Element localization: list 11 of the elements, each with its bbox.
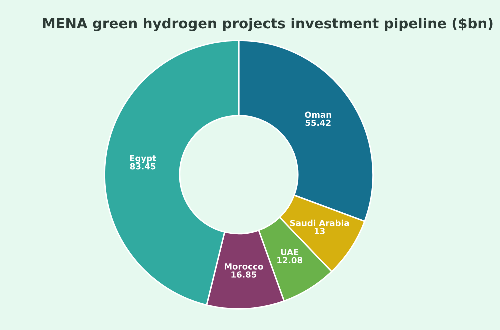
data-label: 16.85 xyxy=(232,272,257,278)
slice-label: Oman xyxy=(305,112,332,118)
chart-title: MENA green hydrogen projects investment pipeline ($bn) xyxy=(43,18,493,32)
data-label: 13 xyxy=(314,228,325,234)
data-label: 55.42 xyxy=(306,120,331,126)
data-label: 12.08 xyxy=(278,257,303,264)
data-label: 83.45 xyxy=(130,163,156,170)
slice-label: Egypt xyxy=(130,155,156,164)
slice-label: Morocco xyxy=(224,264,264,270)
slice-label: Saudi Arabia xyxy=(290,220,350,226)
slice-label: UAE xyxy=(281,249,299,256)
